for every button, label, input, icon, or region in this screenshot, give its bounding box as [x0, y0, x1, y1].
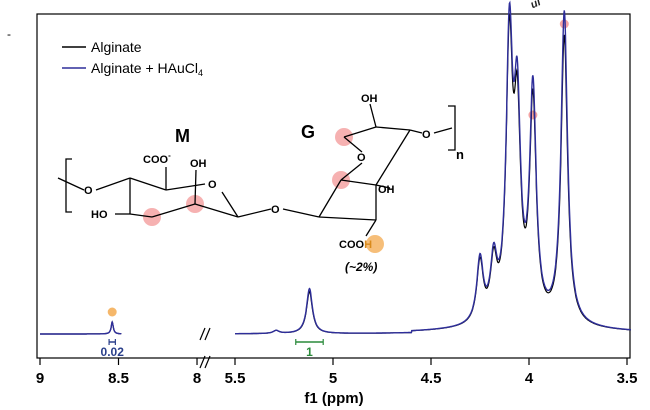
alginate-structure: M G COO- OH HO O O O O OH OH O COOH (~2%… — [57, 93, 464, 274]
spectrum-line-alginate-seg1 — [235, 13, 631, 335]
label-m-unit: M — [175, 126, 190, 146]
axis-break-mark — [204, 327, 211, 341]
legend-label-alginate: Alginate — [91, 39, 142, 55]
label-cooh: COOH — [339, 239, 372, 251]
integral-label: 1 — [306, 345, 313, 359]
legend: Alginate Alginate + HAuCl4 — [62, 39, 203, 78]
peak-marker-dot — [528, 110, 538, 120]
integral-label: 0.02 — [101, 345, 125, 359]
x-tick-label: 5.5 — [225, 370, 246, 387]
label-o-right: O — [422, 129, 431, 141]
label-oh-g-top: OH — [361, 93, 378, 105]
label-subscript-n: n — [456, 147, 464, 162]
spectra — [40, 0, 631, 335]
dash-mark: - — [7, 27, 11, 41]
x-tick-label: 5 — [329, 370, 337, 387]
corner-text: ui — [529, 0, 544, 11]
x-tick-label: 8.5 — [108, 370, 129, 387]
peak-marker-dot — [559, 19, 569, 29]
label-g-unit: G — [301, 122, 315, 142]
axis-break-mark — [199, 355, 206, 369]
label-oh-g-right: OH — [378, 184, 395, 196]
axis-break-mark — [204, 355, 211, 369]
label-o-left: O — [84, 185, 93, 197]
highlight-cooh-h — [366, 235, 384, 253]
x-tick-label: 4 — [525, 370, 534, 387]
legend-label-alginate-haucl4: Alginate + HAuCl4 — [91, 60, 203, 78]
x-tick-label: 4.5 — [421, 370, 442, 387]
axis-break-mark — [199, 327, 206, 341]
x-tick-label: 8 — [193, 370, 201, 387]
x-tick-label: 3.5 — [617, 370, 638, 387]
peak-marker-dot — [107, 307, 117, 317]
label-coo-minus: COO- — [143, 151, 171, 166]
label-oh-m: OH — [190, 158, 207, 170]
structure-bonds — [57, 103, 456, 237]
label-o-glycosidic: O — [271, 204, 280, 216]
spectrum-line-alginate-haucl4-seg0 — [40, 320, 122, 335]
label-ho: HO — [91, 209, 108, 221]
label-o-g-ring: O — [357, 152, 366, 164]
spectrum-line-alginate-haucl4-seg1 — [235, 0, 631, 335]
x-axis: 9 8.5 8 5.5 5 4.5 4 3.5 — [36, 327, 638, 387]
x-axis-label: f1 (ppm) — [304, 390, 363, 407]
x-tick-label: 9 — [36, 370, 44, 387]
label-percent: (~2%) — [345, 260, 377, 274]
label-o-m-ring: O — [208, 179, 217, 191]
integrals: 0.02 1 — [101, 339, 324, 359]
